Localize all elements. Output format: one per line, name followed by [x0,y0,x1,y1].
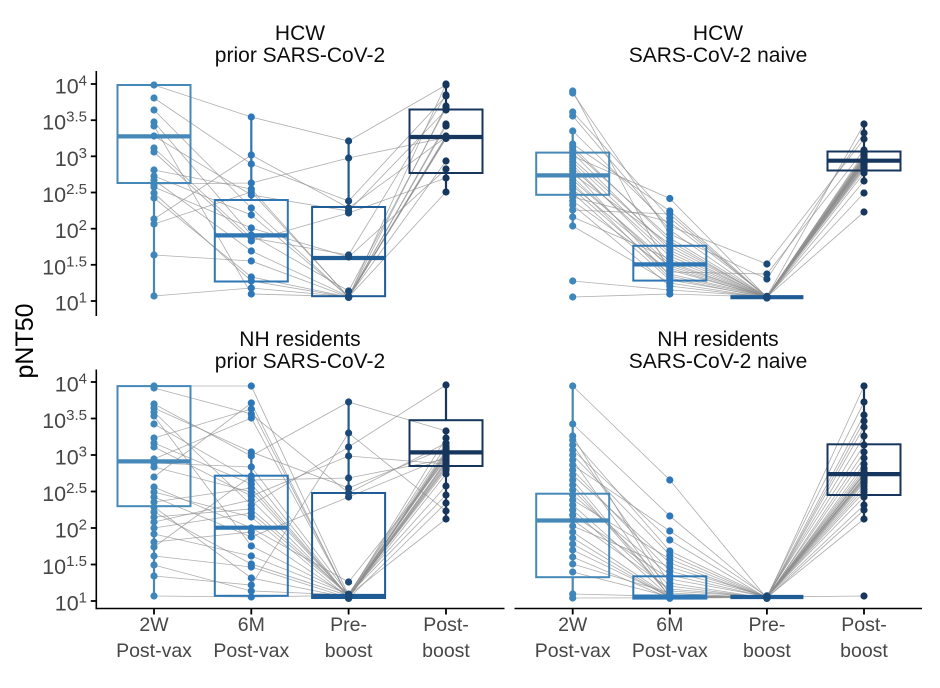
svg-text:SARS-CoV-2 naive: SARS-CoV-2 naive [629,350,808,373]
svg-text:2W: 2W [558,614,588,636]
svg-text:boost: boost [325,640,373,662]
svg-text:prior SARS-CoV-2: prior SARS-CoV-2 [215,44,385,67]
svg-text:6M: 6M [238,614,265,636]
svg-text:Pre-: Pre- [330,614,367,636]
svg-text:2W: 2W [139,614,169,636]
svg-text:6M: 6M [656,614,683,636]
svg-text:pNT50: pNT50 [11,303,39,378]
svg-text:101: 101 [55,590,87,616]
svg-text:Pre-: Pre- [748,614,785,636]
svg-text:NH residents: NH residents [239,328,360,351]
svg-text:Post-vax: Post-vax [116,640,192,662]
svg-text:SARS-CoV-2 naive: SARS-CoV-2 naive [629,44,808,67]
svg-text:prior SARS-CoV-2: prior SARS-CoV-2 [215,350,385,373]
svg-text:104: 104 [55,371,87,397]
svg-text:HCW: HCW [275,22,325,45]
svg-text:Post-vax: Post-vax [535,640,611,662]
svg-text:Post-: Post- [841,614,887,636]
svg-text:Post-vax: Post-vax [213,640,289,662]
svg-text:boost: boost [840,640,888,662]
svg-text:Post-vax: Post-vax [632,640,708,662]
svg-text:boost: boost [743,640,791,662]
svg-text:NH residents: NH residents [657,328,778,351]
svg-text:101.5: 101.5 [42,253,87,279]
svg-text:Post-: Post- [423,614,469,636]
svg-text:102.5: 102.5 [42,181,87,207]
svg-text:HCW: HCW [693,22,743,45]
svg-text:boost: boost [422,640,470,662]
